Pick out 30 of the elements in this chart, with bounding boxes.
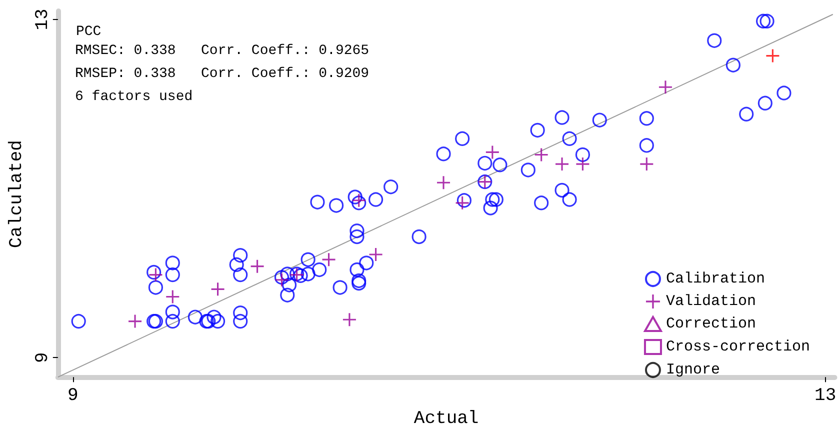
point (556, 158, 569, 171)
point (275, 273, 288, 286)
point (640, 158, 654, 171)
legend-label: Calibration (666, 270, 766, 288)
annotation: RMSEC: 0.338 Corr. Coeff.: 0.9265 (75, 43, 370, 59)
point (342, 313, 356, 326)
point (250, 260, 264, 273)
point (486, 146, 499, 159)
legend-label: Validation (666, 293, 756, 310)
point (534, 148, 548, 162)
point (766, 49, 780, 62)
point (658, 80, 672, 94)
annotation: 6 factors used (75, 89, 193, 105)
point (369, 248, 382, 262)
legend-label: Ignore (666, 362, 720, 378)
point (128, 314, 142, 328)
text: PCC (76, 24, 102, 40)
point (149, 268, 162, 282)
point (352, 194, 366, 207)
point (437, 176, 450, 190)
legend-label: Correction (666, 316, 756, 332)
point (211, 282, 224, 296)
legend-label: Cross-correction (666, 338, 810, 356)
annotation: RMSEP: 0.338 Corr. Coeff.: 0.9209 (75, 66, 370, 82)
point (166, 290, 180, 304)
y-axis-title: Calculated (7, 140, 27, 248)
point (576, 158, 590, 171)
point (456, 196, 469, 210)
x-axis-title: Actual (414, 409, 479, 429)
point (322, 253, 336, 266)
